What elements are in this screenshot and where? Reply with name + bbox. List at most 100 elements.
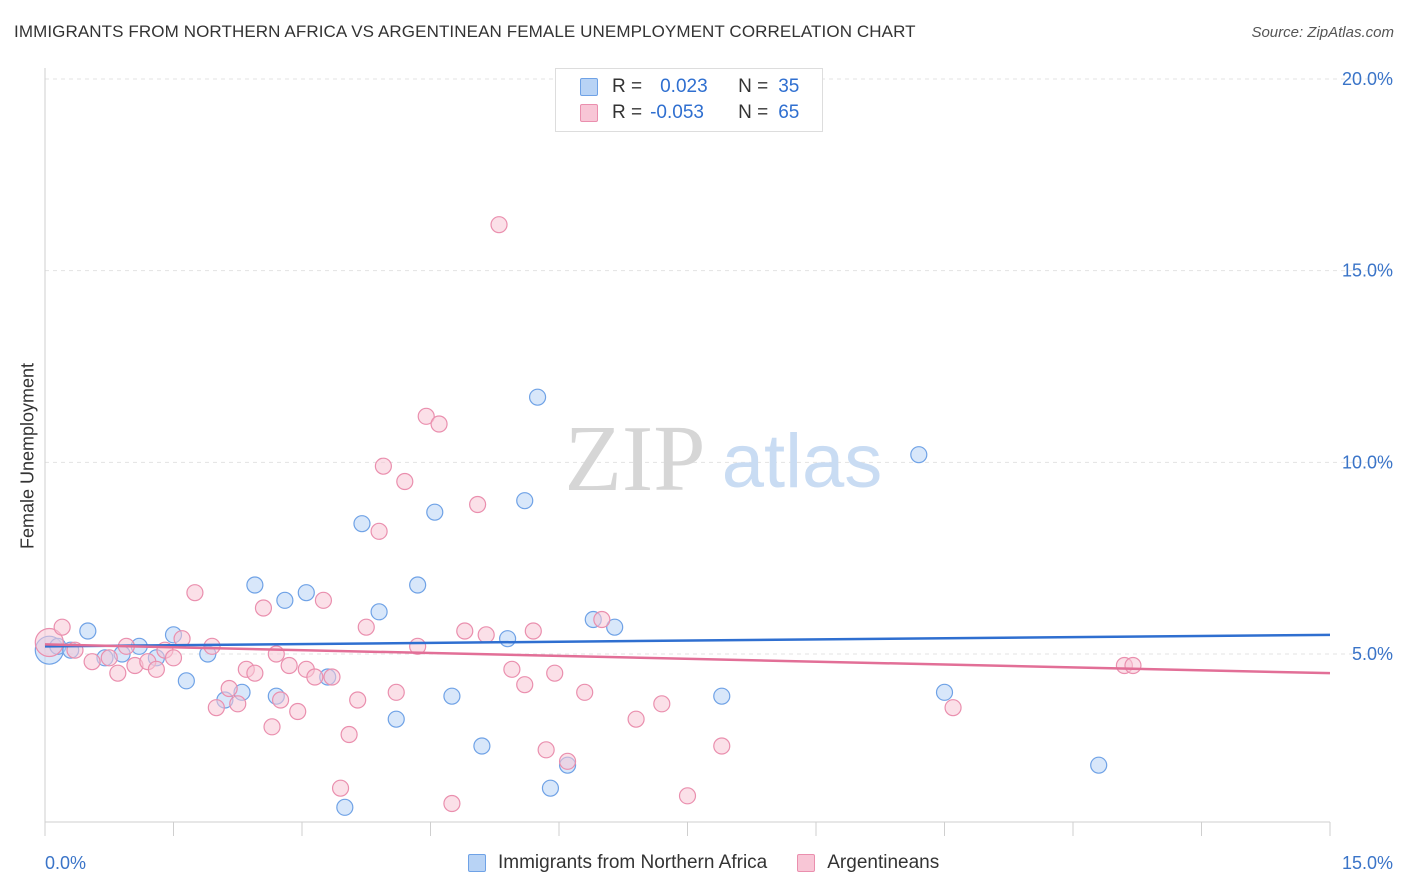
data-point: [220, 679, 238, 698]
trend-line: [44, 633, 1331, 648]
data-point: [490, 216, 508, 234]
data-point: [396, 472, 414, 491]
data-point: [678, 787, 697, 805]
data-point: [370, 603, 388, 621]
r-value: -0.053: [650, 102, 704, 123]
pink-swatch-icon: [797, 854, 816, 872]
legend-label-pink: Argentineans: [827, 852, 940, 873]
data-point: [935, 683, 954, 701]
data-point: [340, 725, 358, 744]
data-point: [387, 710, 405, 728]
x-tick-label: 0.0%: [45, 853, 86, 873]
r-label: R =: [612, 76, 643, 97]
blue-swatch-icon: [580, 78, 598, 96]
data-point: [100, 649, 118, 667]
data-point: [353, 515, 371, 533]
data-point: [263, 718, 281, 736]
data-point: [246, 576, 264, 594]
data-point: [331, 779, 350, 797]
data-point: [503, 660, 521, 678]
data-point: [246, 664, 264, 682]
data-point: [713, 687, 731, 705]
data-point: [910, 446, 928, 464]
grid-lines: [45, 78, 1392, 655]
y-tick-label: 5.0%: [1352, 644, 1393, 664]
data-point: [271, 691, 290, 709]
watermark: ZIP atlas: [565, 407, 883, 511]
legend-label-blue: Immigrants from Northern Africa: [498, 852, 768, 873]
legend-row-pink: R = -0.053 N = 65: [580, 101, 799, 125]
data-point: [280, 656, 298, 675]
correlation-legend: R = 0.023 N = 35 R = -0.053 N = 65: [555, 68, 823, 132]
data-point: [558, 752, 577, 770]
data-point: [576, 683, 594, 701]
data-point: [443, 687, 461, 705]
data-point: [516, 492, 534, 510]
legend-item-blue[interactable]: Immigrants from Northern Africa: [468, 852, 767, 874]
data-point: [653, 695, 671, 713]
data-point: [203, 637, 221, 655]
data-point: [537, 741, 555, 759]
n-value: 35: [778, 76, 800, 97]
data-point: [409, 576, 427, 594]
data-point: [546, 664, 564, 682]
r-label: R =: [612, 102, 643, 123]
data-point: [177, 672, 195, 690]
y-axis-label: Female Unemployment: [17, 362, 38, 550]
data-point: [469, 495, 487, 514]
source-label: Source: ZipAtlas.com: [1251, 24, 1394, 41]
data-point: [297, 584, 315, 602]
data-point: [426, 503, 444, 521]
data-point: [229, 695, 247, 713]
data-point: [944, 699, 962, 717]
watermark-atlas: atlas: [722, 419, 883, 504]
data-point: [276, 591, 294, 609]
pink-swatch-icon: [580, 104, 598, 122]
n-value: 65: [778, 102, 800, 123]
r-value: 0.023: [660, 76, 708, 97]
data-point: [541, 779, 560, 797]
data-point: [306, 668, 324, 686]
data-point: [374, 457, 392, 475]
data-point: [593, 610, 611, 629]
data-point: [289, 702, 307, 721]
data-point: [147, 660, 165, 678]
data-point: [606, 618, 624, 636]
data-point: [387, 683, 405, 701]
data-point: [314, 591, 333, 609]
y-tick-label: 15.0%: [1342, 261, 1393, 281]
series-legend: Immigrants from Northern Africa Argentin…: [468, 852, 969, 874]
chart-title: IMMIGRANTS FROM NORTHERN AFRICA VS ARGEN…: [14, 22, 916, 41]
n-label: N =: [738, 76, 769, 97]
data-point: [357, 618, 375, 636]
data-point: [79, 622, 97, 640]
data-point: [456, 622, 474, 640]
data-point: [477, 626, 495, 644]
data-point: [499, 630, 517, 648]
data-point: [34, 627, 64, 658]
data-point: [1124, 656, 1142, 675]
data-point: [528, 388, 547, 406]
data-point: [164, 649, 183, 667]
x-tick-label: 15.0%: [1342, 853, 1393, 873]
axes: [44, 68, 1331, 836]
data-point: [53, 618, 71, 636]
data-point: [109, 664, 127, 682]
data-point: [516, 676, 534, 694]
data-point: [524, 622, 542, 640]
trend-lines: [44, 633, 1331, 675]
data-point: [443, 794, 461, 813]
legend-item-pink[interactable]: Argentineans: [797, 852, 939, 874]
data-point: [473, 737, 491, 755]
trend-line: [44, 643, 1331, 675]
blue-swatch-icon: [468, 854, 486, 872]
data-point: [254, 599, 273, 617]
data-point: [336, 798, 354, 816]
data-point: [323, 668, 341, 686]
data-point: [349, 691, 367, 709]
data-point: [370, 522, 388, 540]
data-point: [713, 737, 731, 755]
data-point: [83, 653, 101, 671]
legend-row-blue: R = 0.023 N = 35: [580, 75, 799, 99]
